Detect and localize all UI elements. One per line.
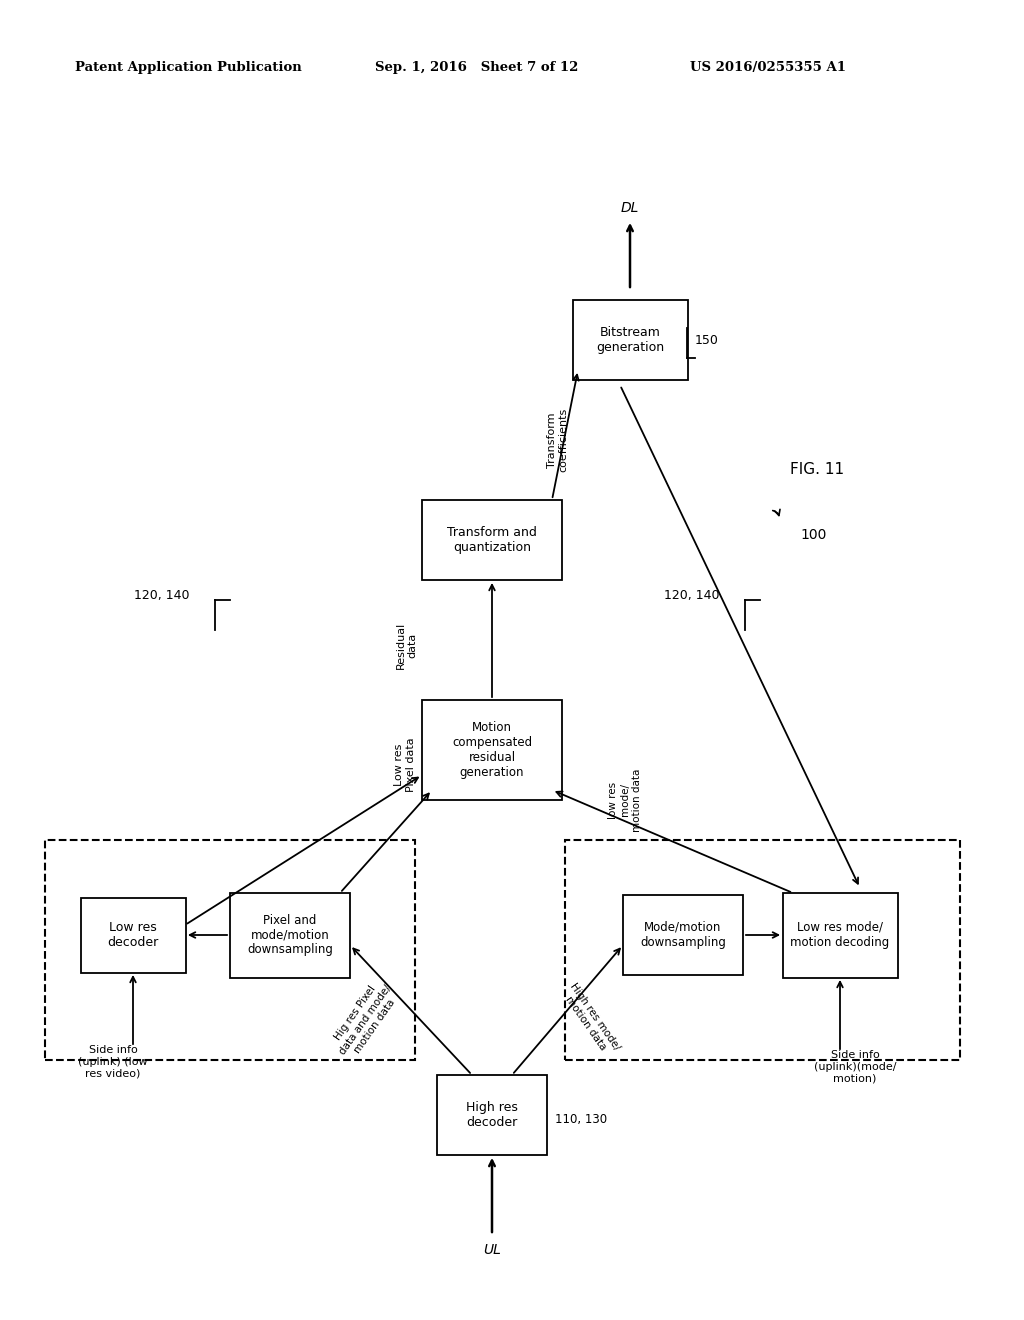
Text: Transform
coefficients: Transform coefficients (547, 408, 568, 473)
Text: Transform and
quantization: Transform and quantization (447, 525, 537, 554)
Text: 120, 140: 120, 140 (665, 589, 720, 602)
Bar (437, 1074, 547, 1155)
Text: Patent Application Publication: Patent Application Publication (75, 62, 302, 74)
Text: 100: 100 (800, 528, 826, 543)
Text: US 2016/0255355 A1: US 2016/0255355 A1 (690, 62, 846, 74)
Text: DL: DL (621, 201, 639, 215)
Text: 150: 150 (695, 334, 719, 346)
Text: Bitstream
generation: Bitstream generation (596, 326, 664, 354)
Text: Side info
(uplink)(mode/
motion): Side info (uplink)(mode/ motion) (814, 1051, 896, 1084)
Bar (782, 892, 897, 978)
Text: 110, 130: 110, 130 (555, 1114, 607, 1126)
Text: low res
mode/
motion data: low res mode/ motion data (608, 768, 642, 832)
Text: Residual
data: Residual data (396, 622, 418, 669)
Text: High res
decoder: High res decoder (466, 1101, 518, 1129)
Bar (422, 700, 562, 800)
Text: Low res
decoder: Low res decoder (108, 921, 159, 949)
Bar (572, 300, 687, 380)
Bar (623, 895, 743, 975)
Text: Mode/motion
downsampling: Mode/motion downsampling (640, 921, 726, 949)
Text: High res mode/
motion data: High res mode/ motion data (558, 981, 622, 1059)
Text: Side info
(uplink) (low
res video): Side info (uplink) (low res video) (78, 1045, 147, 1078)
Bar (230, 892, 350, 978)
Text: Low res mode/
motion decoding: Low res mode/ motion decoding (791, 921, 890, 949)
Text: UL: UL (483, 1243, 501, 1257)
Text: 120, 140: 120, 140 (134, 589, 190, 602)
Bar (81, 898, 185, 973)
Text: FIG. 11: FIG. 11 (790, 462, 844, 478)
Text: Low res
Pixel data: Low res Pixel data (394, 738, 416, 792)
Bar (422, 500, 562, 579)
Text: Sep. 1, 2016   Sheet 7 of 12: Sep. 1, 2016 Sheet 7 of 12 (375, 62, 579, 74)
Text: Hig res Pixel
data and mode/
motion data: Hig res Pixel data and mode/ motion data (328, 977, 402, 1064)
Bar (45, 840, 415, 1060)
Text: Motion
compensated
residual
generation: Motion compensated residual generation (452, 721, 532, 779)
Bar (565, 840, 961, 1060)
Text: Pixel and
mode/motion
downsampling: Pixel and mode/motion downsampling (247, 913, 333, 957)
